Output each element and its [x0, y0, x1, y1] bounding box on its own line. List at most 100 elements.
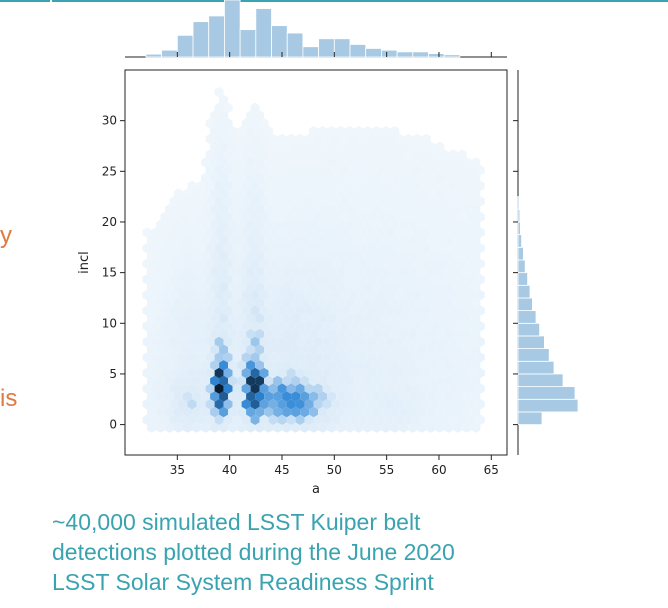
hexbin-cell: [331, 321, 341, 332]
hexbin-cell: [277, 399, 287, 410]
hexbin-cell: [205, 352, 215, 363]
hexbin-cell: [417, 422, 427, 433]
hexbin-cell: [237, 204, 247, 215]
hexbin-cell: [232, 196, 242, 207]
hexbin-cell: [462, 328, 472, 340]
hexbin-cell: [147, 344, 156, 355]
hexbin-cell: [340, 165, 350, 176]
hexbin-cell: [309, 422, 319, 433]
hexbin-cell: [417, 172, 427, 184]
hexbin-cell: [430, 352, 440, 363]
hexbin-cell: [183, 297, 192, 308]
hexbin-cell: [228, 204, 238, 215]
hexbin-cell: [331, 383, 341, 394]
hexbin-cell: [237, 282, 247, 293]
hexbin-cell: [390, 282, 400, 293]
hexbin-cell: [291, 391, 301, 402]
hexbin-cell: [178, 305, 188, 316]
y-axis-label: incl: [77, 251, 92, 274]
hexbin-cell: [264, 172, 274, 184]
hexbin-cell: [183, 235, 192, 246]
hexbin-cell: [394, 352, 404, 363]
hexbin-cell: [210, 422, 220, 433]
hexbin-cell: [169, 227, 179, 238]
hexbin-cell: [363, 172, 373, 184]
hexbin-cell: [318, 235, 328, 246]
hexbin-cell: [358, 289, 368, 301]
hexbin-cell: [205, 383, 215, 394]
hexbin-cell: [156, 250, 165, 262]
hexbin-cell: [439, 414, 449, 425]
hexbin-cell: [381, 204, 391, 215]
hexbin-cell: [336, 126, 346, 137]
hexbin-cell: [151, 383, 161, 394]
hexbin-cell: [295, 321, 305, 332]
hexbin-cell: [408, 235, 418, 246]
hexbin-cell: [435, 141, 445, 152]
hexbin-cell: [381, 235, 391, 246]
hexbin-cell: [336, 360, 346, 371]
hexbin-cell: [250, 102, 260, 113]
hexbin-cell: [264, 188, 274, 199]
hexbin-cell: [304, 367, 314, 379]
hexbin-cell: [196, 414, 206, 425]
hist-bar-incl: [517, 398, 579, 413]
hist-bar-incl: [517, 386, 576, 400]
hexbin-cell: [439, 243, 449, 254]
hexbin-cell: [201, 328, 211, 340]
hexbin-cell: [390, 235, 400, 246]
hexbin-cell: [385, 274, 395, 285]
hexbin-cell: [394, 180, 404, 191]
hist-bar-incl: [517, 284, 531, 299]
x-tick-label: 55: [379, 463, 394, 477]
hexbin-cell: [282, 250, 292, 262]
hexbin-cell: [358, 399, 368, 410]
hexbin-cell: [264, 282, 274, 293]
hexbin-cell: [201, 172, 211, 184]
hexbin-cell: [448, 258, 458, 269]
hexbin-cell: [210, 375, 220, 386]
hexbin-cell: [399, 219, 409, 230]
hexbin-cell: [417, 391, 427, 402]
hexbin-cell: [363, 422, 373, 433]
hexbin-cell: [403, 274, 413, 285]
hexbin-cell: [313, 133, 323, 145]
hexbin-cell: [421, 243, 431, 254]
hist-bar-a: [161, 49, 178, 58]
hexbin-cell: [268, 211, 278, 223]
hexbin-cell: [241, 149, 251, 160]
hexbin-cell: [219, 94, 229, 106]
hexbin-cell: [444, 235, 454, 246]
hexbin-cell: [345, 172, 355, 184]
hexbin-cell: [417, 406, 427, 418]
hexbin-cell: [219, 204, 229, 215]
hexbin-cell: [376, 196, 386, 207]
hexbin-cell: [385, 414, 395, 425]
hexbin-cell: [205, 243, 215, 254]
hexbin-cell: [309, 282, 319, 293]
hexbin-cell: [309, 297, 319, 308]
hexbin-cell: [462, 250, 472, 262]
hexbin-cell: [475, 243, 485, 254]
hexbin-cell: [336, 141, 346, 152]
hexbin-cell: [174, 250, 183, 262]
hexbin-cell: [142, 258, 152, 269]
hexbin-cell: [255, 188, 265, 199]
hexbin-cell: [331, 149, 341, 160]
hexbin-cell: [376, 414, 386, 425]
hist-bar-incl: [517, 234, 522, 248]
hexbin-cell: [210, 188, 220, 199]
hexbin-cell: [295, 258, 305, 269]
hexbin-cell: [444, 266, 454, 277]
hexbin-cell: [313, 414, 323, 425]
hexbin-cell: [426, 313, 436, 324]
hexbin-cell: [475, 274, 485, 285]
hexbin-cell: [268, 352, 278, 363]
hexbin-cell: [466, 414, 476, 425]
hexbin-cell: [466, 352, 476, 363]
hexbin-cell: [363, 219, 373, 230]
hexbin-cell: [399, 422, 409, 433]
hexbin-cell: [178, 243, 188, 254]
hist-bar-incl: [517, 348, 550, 362]
hexbin-cell: [367, 336, 377, 347]
